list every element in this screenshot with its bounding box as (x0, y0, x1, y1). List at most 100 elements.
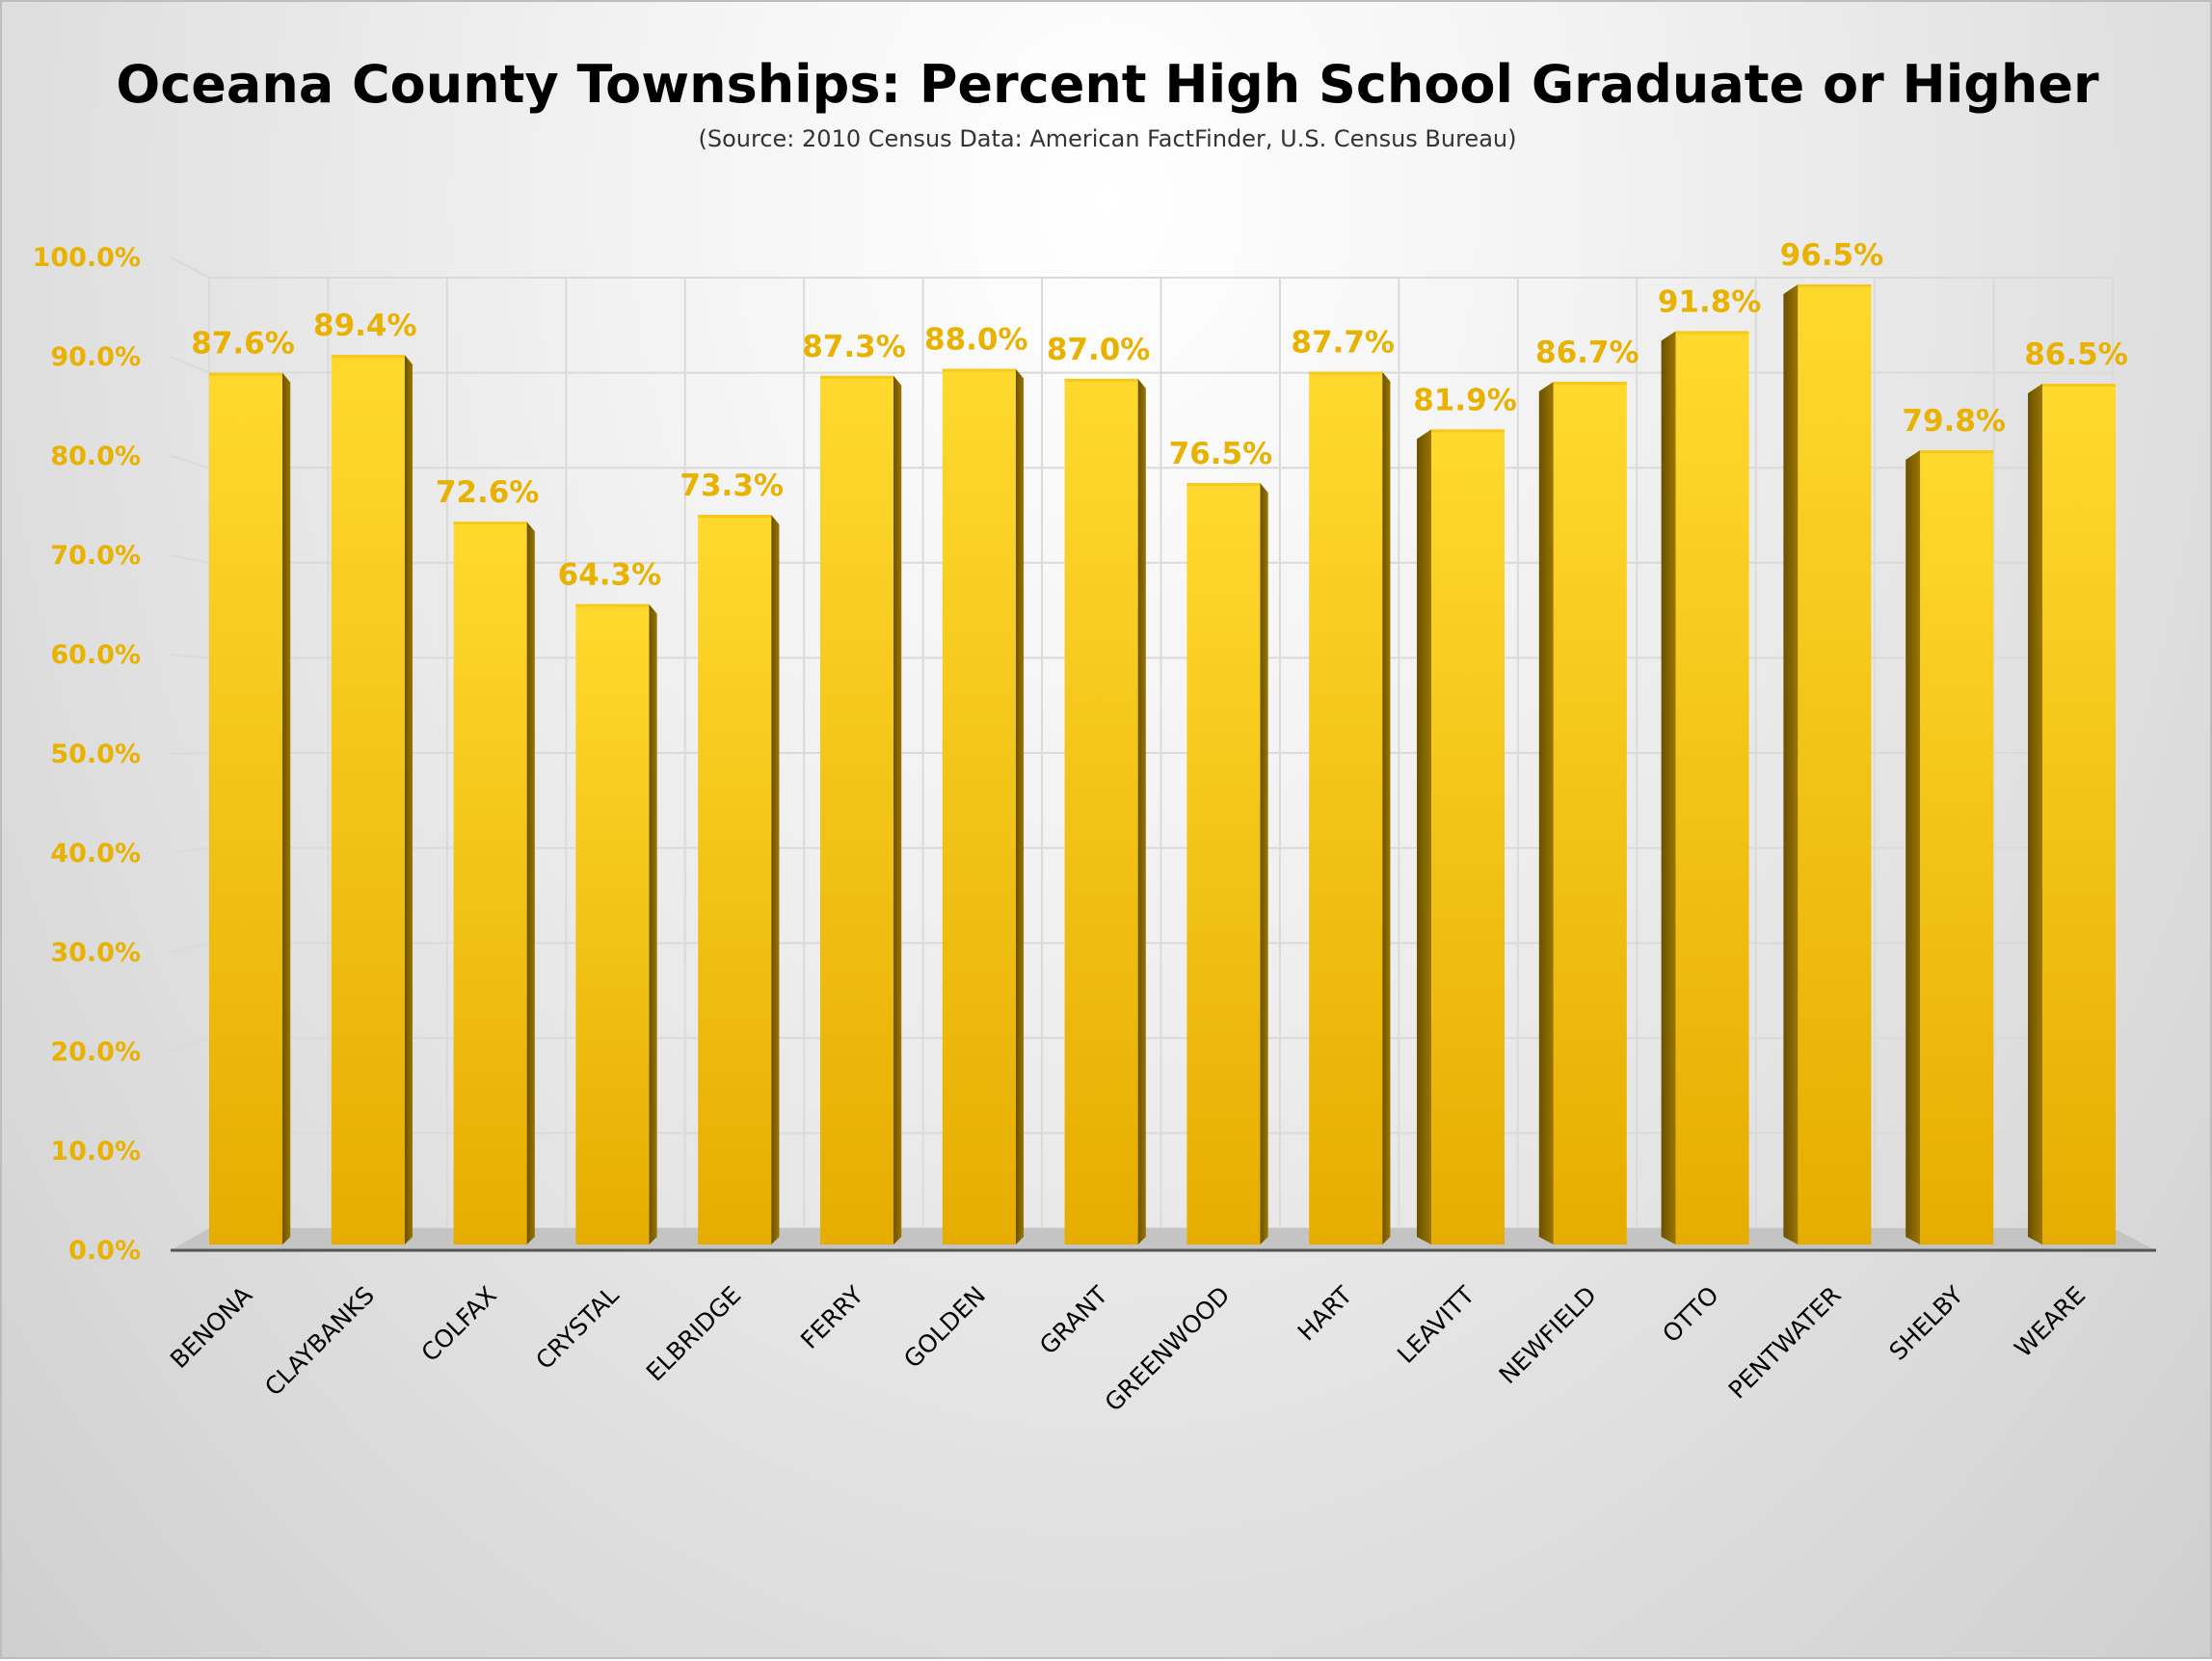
bar-side (1417, 429, 1431, 1245)
chart-title: Oceana County Townships: Percent High Sc… (116, 54, 2099, 115)
bar-ferry (820, 375, 902, 1245)
floor-plane (171, 1228, 2156, 1250)
x-category-label: GOLDEN (898, 1281, 991, 1374)
bar-front (1064, 378, 1138, 1245)
data-label: 64.3% (558, 558, 662, 593)
x-category-label: ELBRIDGE (641, 1281, 747, 1387)
data-label: 89.4% (313, 308, 417, 343)
bar-newfield (1538, 381, 1627, 1245)
chart-subtitle: (Source: 2010 Census Data: American Fact… (699, 125, 1517, 152)
bar-front (1431, 429, 1505, 1245)
bar-side (1137, 378, 1146, 1245)
bar-leavitt (1417, 429, 1505, 1245)
bar-front (209, 372, 282, 1246)
bar-top (331, 355, 405, 359)
bar-grant (1064, 378, 1146, 1245)
x-category-label: PENTWATER (1723, 1281, 1847, 1405)
bar-top (1675, 331, 1749, 335)
x-category-label: BENONA (165, 1281, 257, 1374)
bar-side (649, 603, 657, 1245)
bar-front (942, 368, 1016, 1246)
bar-front (2042, 384, 2116, 1245)
data-label: 88.0% (924, 323, 1028, 358)
bar-front (1920, 450, 1994, 1245)
data-label: 79.8% (1902, 404, 2006, 439)
bar-front (1309, 371, 1383, 1245)
bar-top (1431, 429, 1505, 433)
bar-top (1798, 284, 1872, 288)
bar-greenwood (1186, 483, 1268, 1245)
x-category-label: CRYSTAL (530, 1281, 624, 1375)
data-label: 86.7% (1535, 335, 1639, 370)
bar-side (1661, 331, 1676, 1246)
bar-front (331, 355, 405, 1245)
x-category-label: NEWFIELD (1494, 1281, 1602, 1389)
data-label: 86.5% (2024, 337, 2128, 372)
bar-side (1260, 483, 1268, 1245)
data-label: 91.8% (1658, 284, 1762, 319)
x-category-label: OTTO (1657, 1281, 1724, 1349)
bar-top (942, 368, 1016, 372)
bar-claybanks (331, 355, 413, 1245)
y-tick-label: 40.0% (50, 839, 141, 869)
y-tick-label: 0.0% (68, 1236, 141, 1266)
y-tick-label: 50.0% (50, 739, 141, 769)
bar-colfax (453, 522, 535, 1245)
bar-top (820, 375, 893, 379)
y-tick-label: 80.0% (50, 442, 141, 471)
data-labels: 87.6% 89.4% 72.6% 64.3% 73.3% 87.3% 88.0% 87.0%… (191, 238, 2128, 593)
bar-shelby (1906, 450, 1994, 1245)
bar-top (575, 603, 650, 607)
chart-floor (171, 1228, 2156, 1252)
bar-benona (209, 372, 291, 1246)
y-tick-label: 10.0% (50, 1137, 141, 1166)
y-axis-ticks: 0.0% 10.0% 20.0% 30.0% 40.0% 50.0% 60.0% 70.0% 8… (33, 243, 141, 1266)
bar-top (1553, 381, 1627, 385)
bar-front (453, 522, 527, 1245)
bar-golden (942, 368, 1025, 1246)
bar-top (1186, 483, 1261, 487)
y-tick-label: 60.0% (50, 640, 141, 670)
bar-top (209, 372, 282, 376)
bar-top (1920, 450, 1994, 454)
y-tick-label: 30.0% (50, 938, 141, 968)
bar-side (404, 355, 413, 1245)
bar-front (1186, 483, 1261, 1245)
y-tick-label: 90.0% (50, 342, 141, 372)
bar-front (1675, 331, 1749, 1246)
bar-top (453, 522, 527, 525)
bar-front (1798, 284, 1872, 1245)
bar-side (526, 522, 535, 1245)
bar-side (771, 515, 780, 1245)
x-axis-categories: BENONA CLAYBANKS COLFAX CRYSTAL ELBRIDGE FERR… (165, 1280, 2091, 1416)
x-category-label: GREENWOOD (1100, 1281, 1236, 1417)
bar-side (2028, 384, 2042, 1245)
bar-crystal (575, 603, 657, 1245)
data-label: 81.9% (1413, 383, 1517, 417)
bar-top (1309, 371, 1383, 375)
y-tick-label: 100.0% (33, 243, 141, 273)
bar-side (1906, 450, 1921, 1245)
bar-side (893, 375, 902, 1245)
x-category-label: COLFAX (415, 1281, 501, 1367)
bar-front (1553, 381, 1627, 1245)
bar-weare (2028, 384, 2116, 1245)
data-label: 72.6% (436, 475, 540, 510)
bar-front (820, 375, 893, 1245)
x-category-label: GRANT (1034, 1280, 1113, 1359)
bar-side (1382, 371, 1391, 1245)
x-category-label: LEAVITT (1392, 1280, 1480, 1369)
bar-side (1015, 368, 1025, 1246)
data-label: 73.3% (680, 469, 784, 503)
bar-top (698, 515, 772, 519)
x-category-label: FERRY (795, 1280, 869, 1354)
y-tick-label: 20.0% (50, 1037, 141, 1067)
bar-elbridge (698, 515, 780, 1245)
data-label: 96.5% (1780, 238, 1884, 273)
bar-top (2042, 384, 2116, 388)
x-category-label: WEARE (2010, 1281, 2092, 1363)
y-tick-label: 70.0% (50, 541, 141, 571)
x-category-label: SHELBY (1883, 1280, 1969, 1366)
